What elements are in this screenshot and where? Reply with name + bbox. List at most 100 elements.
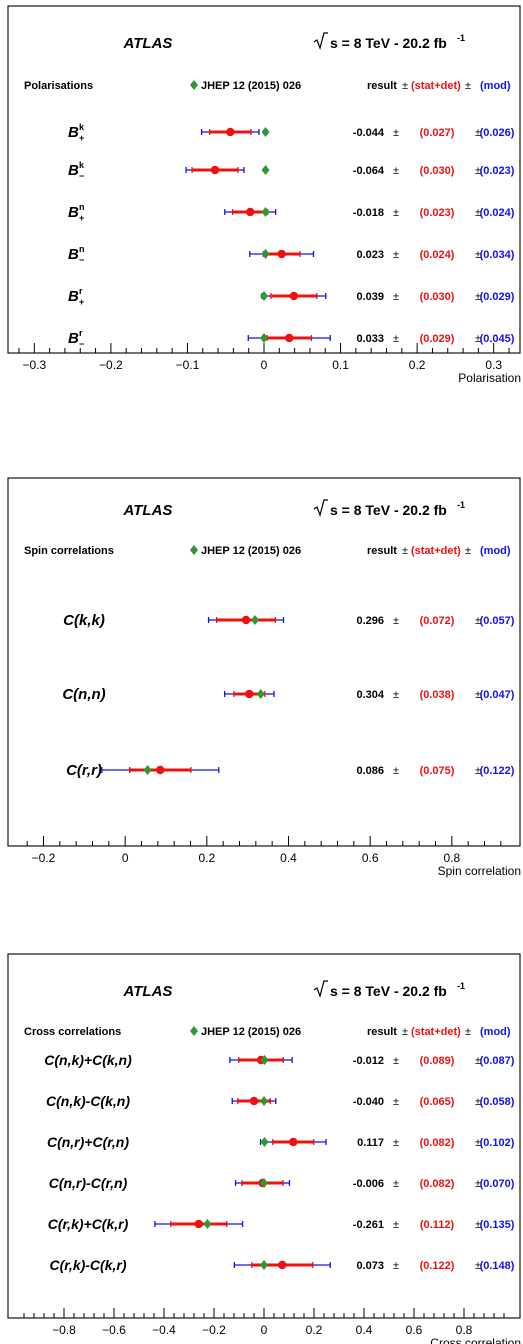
- row-label-subscript: +: [79, 133, 84, 143]
- chart-panel-polarisations: ATLAS s = 8 TeV - 20.2 fb -1 Polarisations J…: [7, 5, 521, 385]
- result-marker: [249, 1096, 259, 1106]
- row-pm-2: ±: [475, 207, 481, 219]
- result-marker: [246, 207, 255, 217]
- row-result-value: 0.073: [356, 1260, 384, 1272]
- row-stat-value: (0.082): [420, 1178, 455, 1190]
- row-result-value: 0.023: [356, 249, 384, 261]
- header-pm-1: ±: [402, 1026, 408, 1038]
- row-label-superscript: r: [79, 286, 83, 296]
- header-pm-1: ±: [402, 80, 408, 92]
- row-pm-1: ±: [393, 291, 399, 303]
- row-label: C(k,k): [63, 612, 105, 629]
- result-marker: [285, 333, 294, 343]
- row-mod-value: (0.047): [480, 689, 515, 701]
- row-label: C(n,r)+C(r,n): [47, 1134, 129, 1150]
- header-stat: (stat+det): [411, 545, 461, 557]
- row-pm-1: ±: [393, 1260, 399, 1272]
- row-label: C(n,k)+C(k,n): [44, 1052, 132, 1068]
- prediction-diamond-icon: [256, 689, 265, 699]
- row-mod-value: (0.070): [480, 1178, 515, 1190]
- row-label: C(r,r): [66, 762, 102, 779]
- result-marker: [226, 127, 235, 137]
- sqrt-sign: [313, 32, 328, 50]
- row-mod-value: (0.026): [480, 127, 515, 139]
- row-pm-2: ±: [475, 765, 481, 777]
- row-pm-1: ±: [393, 1137, 399, 1149]
- x-axis-label: Cross correlation: [430, 1336, 521, 1344]
- row-pm-1: ±: [393, 1096, 399, 1108]
- prediction-diamond-icon: [261, 165, 270, 175]
- row-pm-1: ±: [393, 1055, 399, 1067]
- row-mod-value: (0.034): [480, 249, 515, 261]
- row-pm-1: ±: [393, 249, 399, 261]
- row-pm-1: ±: [393, 689, 399, 701]
- data-row: C(r,r) 0.086 ± (0.075) ±(0.122): [66, 762, 515, 779]
- row-result-value: -0.044: [353, 127, 385, 139]
- experiment-label: ATLAS: [123, 35, 173, 52]
- data-row: C(r,k)-C(k,r) 0.073 ± (0.122) ±(0.148): [49, 1257, 514, 1273]
- row-mod-value: (0.122): [480, 765, 515, 777]
- row-label-base: B: [68, 246, 79, 263]
- header-pm-2: ±: [465, 1026, 471, 1038]
- legend-reference: JHEP 12 (2015) 026: [201, 80, 301, 92]
- prediction-diamond-icon: [203, 1219, 212, 1229]
- row-result-value: -0.006: [353, 1178, 384, 1190]
- sqrt-sign: [313, 499, 328, 517]
- sqrt-symbol: [313, 980, 328, 998]
- prediction-diamond-icon: [260, 291, 268, 301]
- result-marker: [194, 1219, 203, 1229]
- section-title: Polarisations: [24, 80, 93, 92]
- row-label-subscript: −: [79, 171, 84, 181]
- row-mod-value: (0.058): [480, 1096, 515, 1108]
- header-pm-2: ±: [465, 80, 471, 92]
- x-axis-label: Spin correlation: [438, 864, 521, 878]
- row-stat-value: (0.065): [420, 1096, 455, 1108]
- row-stat-value: (0.112): [420, 1219, 455, 1231]
- header-stat: (stat+det): [411, 1026, 461, 1038]
- row-mod-value: (0.102): [480, 1137, 515, 1149]
- row-label-subscript: −: [79, 339, 84, 349]
- result-marker: [289, 291, 299, 301]
- row-result-value: -0.012: [353, 1055, 384, 1067]
- prediction-diamond-icon: [261, 127, 270, 137]
- row-pm-2: ±: [475, 291, 481, 303]
- row-result-value: -0.040: [353, 1096, 384, 1108]
- data-row: C(r,k)+C(k,r) -0.261 ± (0.112) ±(0.135): [48, 1216, 515, 1232]
- row-mod-value: (0.023): [480, 165, 515, 177]
- legend-diamond-icon: [190, 545, 198, 555]
- row-stat-value: (0.029): [420, 333, 455, 345]
- row-pm-2: ±: [475, 1055, 481, 1067]
- prediction-diamond-icon: [261, 249, 270, 259]
- row-result-value: 0.086: [356, 765, 384, 777]
- prediction-diamond-icon: [261, 207, 270, 217]
- row-label: C(n,k)-C(k,n): [46, 1093, 130, 1109]
- row-result-value: -0.261: [353, 1219, 384, 1231]
- data-row: C(n,k)+C(k,n) -0.012 ± (0.089) ±(0.087): [44, 1052, 515, 1068]
- energy-superscript: -1: [457, 33, 465, 43]
- row-pm-2: ±: [475, 333, 481, 345]
- row-mod-value: (0.045): [480, 333, 515, 345]
- row-pm-1: ±: [393, 1178, 399, 1190]
- legend-reference: JHEP 12 (2015) 026: [201, 545, 301, 557]
- row-label: C(n,n): [62, 686, 105, 703]
- energy-superscript: -1: [457, 500, 465, 510]
- x-tick-label: 0.3: [485, 358, 502, 372]
- result-marker: [245, 689, 254, 699]
- chart-panel-cross-correlations: ATLAS s = 8 TeV - 20.2 fb -1 Cross correlat…: [7, 953, 521, 1344]
- prediction-diamond-icon: [260, 1055, 269, 1065]
- x-tick-label: 0.2: [198, 851, 215, 865]
- header-pm-2: ±: [465, 545, 471, 557]
- prediction-diamond-icon: [260, 333, 268, 343]
- row-stat-value: (0.027): [420, 127, 455, 139]
- row-stat-value: (0.024): [420, 249, 455, 261]
- row-pm-2: ±: [475, 1137, 481, 1149]
- x-tick-label: −0.2: [32, 851, 56, 865]
- result-marker: [277, 249, 286, 259]
